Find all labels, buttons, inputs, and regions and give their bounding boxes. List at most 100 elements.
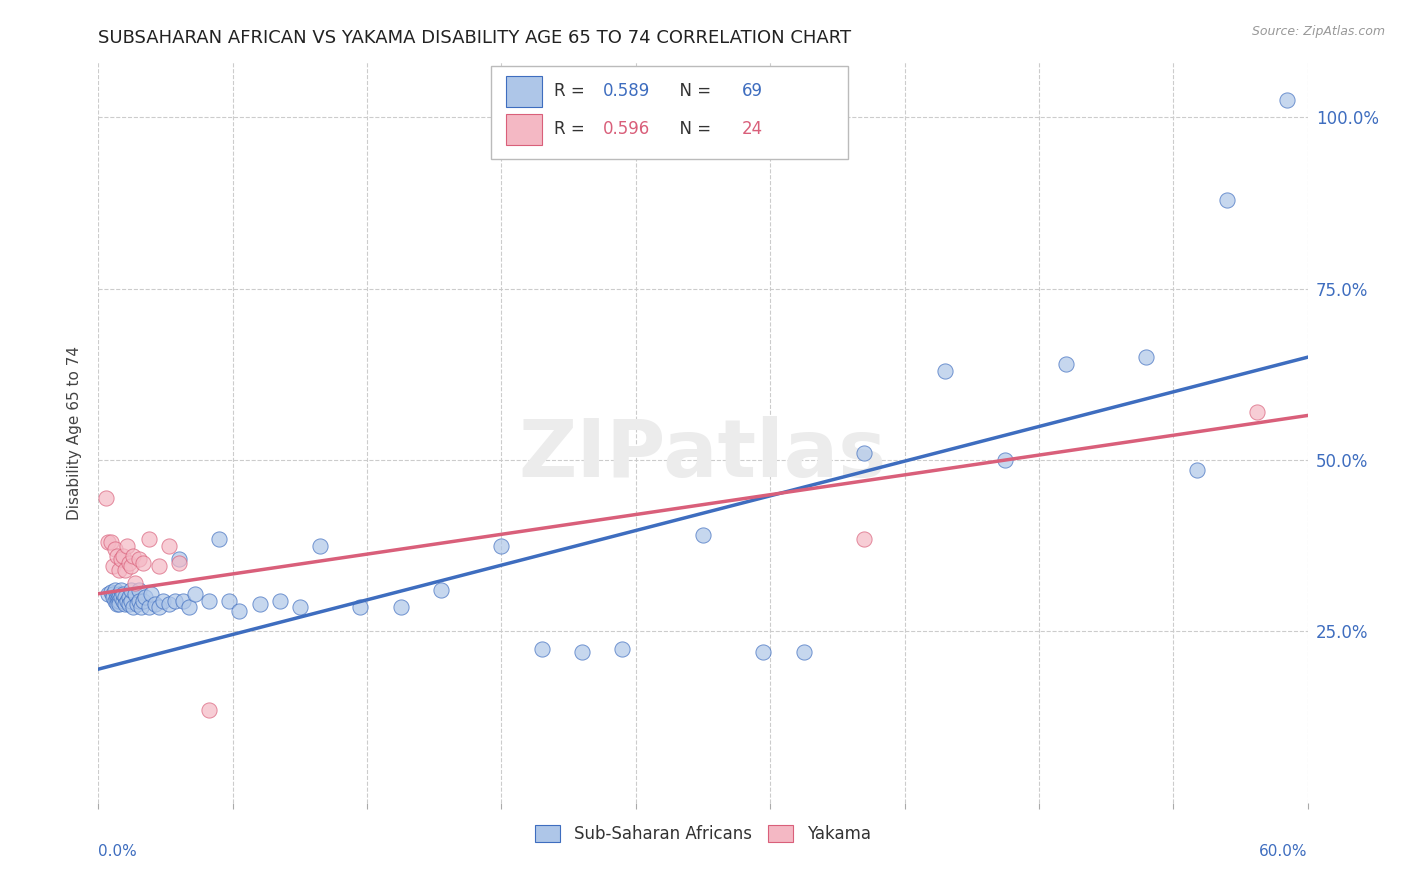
- FancyBboxPatch shape: [506, 76, 543, 107]
- Point: [118, 590, 141, 604]
- Point: [121, 600, 143, 615]
- Point: [120, 583, 142, 598]
- Point: [111, 587, 134, 601]
- Point: [184, 587, 207, 601]
- Point: [934, 364, 956, 378]
- Point: [97, 587, 120, 601]
- Point: [132, 556, 155, 570]
- Point: [96, 491, 118, 505]
- Point: [853, 446, 876, 460]
- Point: [389, 600, 412, 615]
- Point: [139, 587, 162, 601]
- Point: [172, 593, 194, 607]
- Point: [100, 535, 122, 549]
- Point: [148, 600, 170, 615]
- Point: [692, 528, 714, 542]
- Point: [120, 559, 142, 574]
- Point: [124, 576, 146, 591]
- Point: [132, 593, 155, 607]
- Point: [249, 597, 271, 611]
- Point: [288, 600, 311, 615]
- Point: [208, 532, 231, 546]
- Text: Source: ZipAtlas.com: Source: ZipAtlas.com: [1251, 25, 1385, 38]
- Point: [107, 593, 129, 607]
- Point: [107, 590, 129, 604]
- Point: [118, 597, 141, 611]
- Point: [118, 556, 141, 570]
- Point: [167, 552, 190, 566]
- Point: [163, 593, 186, 607]
- Point: [1246, 405, 1268, 419]
- Point: [198, 703, 221, 717]
- Point: [114, 563, 136, 577]
- Text: N =: N =: [669, 82, 717, 100]
- Legend: Sub-Saharan Africans, Yakama: Sub-Saharan Africans, Yakama: [529, 819, 877, 850]
- Point: [218, 593, 240, 607]
- Point: [138, 532, 160, 546]
- Point: [105, 597, 128, 611]
- Point: [134, 590, 156, 604]
- Point: [105, 593, 128, 607]
- Point: [114, 590, 136, 604]
- Text: 0.0%: 0.0%: [98, 844, 138, 858]
- Point: [198, 593, 221, 607]
- Point: [107, 597, 129, 611]
- Point: [179, 600, 201, 615]
- Point: [110, 552, 132, 566]
- Text: 0.596: 0.596: [603, 120, 650, 138]
- Point: [103, 542, 125, 557]
- Point: [157, 539, 180, 553]
- Point: [167, 556, 190, 570]
- Point: [309, 539, 332, 553]
- Point: [115, 593, 138, 607]
- Point: [269, 593, 291, 607]
- Text: SUBSAHARAN AFRICAN VS YAKAMA DISABILITY AGE 65 TO 74 CORRELATION CHART: SUBSAHARAN AFRICAN VS YAKAMA DISABILITY …: [98, 29, 852, 47]
- Text: R =: R =: [554, 120, 591, 138]
- Point: [107, 563, 129, 577]
- Point: [612, 641, 634, 656]
- Point: [128, 552, 150, 566]
- Point: [114, 597, 136, 611]
- Point: [148, 559, 170, 574]
- Point: [994, 453, 1017, 467]
- Point: [853, 532, 876, 546]
- Point: [128, 583, 150, 598]
- Point: [101, 590, 124, 604]
- Point: [1054, 357, 1077, 371]
- Point: [571, 645, 593, 659]
- Point: [120, 593, 142, 607]
- Point: [110, 590, 132, 604]
- Point: [228, 604, 250, 618]
- Point: [491, 539, 513, 553]
- Point: [115, 539, 138, 553]
- Point: [152, 593, 174, 607]
- Point: [125, 597, 148, 611]
- Text: N =: N =: [669, 120, 717, 138]
- Point: [105, 590, 128, 604]
- Point: [1135, 350, 1157, 364]
- Point: [121, 549, 143, 563]
- Text: 0.589: 0.589: [603, 82, 650, 100]
- Text: ZIPatlas: ZIPatlas: [519, 416, 887, 494]
- Point: [430, 583, 453, 598]
- Point: [530, 641, 553, 656]
- Point: [138, 600, 160, 615]
- Point: [128, 593, 150, 607]
- Point: [129, 600, 152, 615]
- Point: [111, 549, 134, 563]
- Y-axis label: Disability Age 65 to 74: Disability Age 65 to 74: [67, 345, 83, 520]
- Point: [103, 583, 125, 598]
- Point: [349, 600, 371, 615]
- Point: [103, 593, 125, 607]
- Point: [124, 587, 146, 601]
- Point: [1185, 463, 1208, 477]
- FancyBboxPatch shape: [492, 66, 848, 159]
- Point: [111, 593, 134, 607]
- Point: [100, 584, 122, 599]
- Text: 69: 69: [742, 82, 762, 100]
- Point: [143, 597, 166, 611]
- Point: [752, 645, 775, 659]
- Point: [157, 597, 180, 611]
- Point: [110, 583, 132, 598]
- Point: [1216, 193, 1239, 207]
